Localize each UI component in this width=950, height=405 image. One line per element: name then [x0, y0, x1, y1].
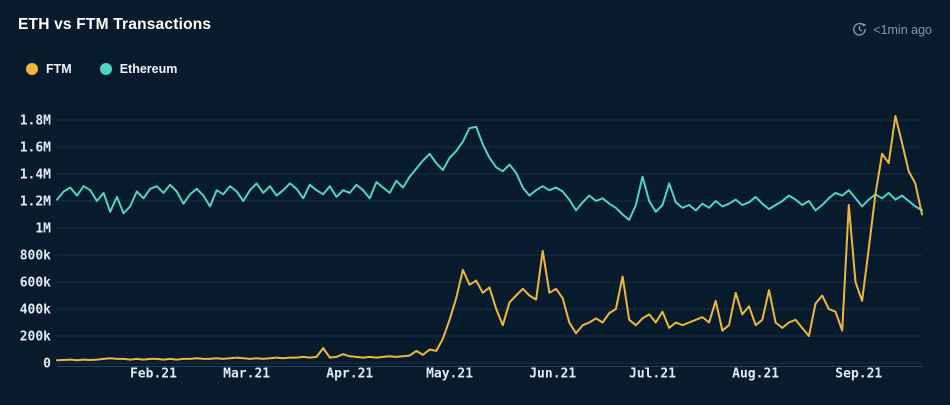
- chart-title: ETH vs FTM Transactions: [18, 16, 212, 33]
- legend: FTM Ethereum: [26, 62, 177, 76]
- plot-area[interactable]: [57, 105, 922, 367]
- y-axis-label: 1.4M: [20, 168, 51, 183]
- x-axis-label-May.21: May.21: [426, 367, 473, 382]
- legend-dot-ftm: [26, 63, 38, 75]
- x-axis-label-Sep.21: Sep.21: [835, 367, 882, 382]
- x-axis-label-Jun.21: Jun.21: [529, 367, 576, 382]
- y-axis-label: 1.6M: [20, 141, 51, 156]
- last-updated[interactable]: <1min ago: [852, 22, 932, 37]
- y-axis-label: 0: [43, 357, 51, 372]
- x-axis-label-Jul.21: Jul.21: [629, 367, 676, 382]
- series-line-ethereum: [56, 125, 923, 221]
- history-clock-icon: [853, 22, 867, 36]
- y-axis-label: 400k: [20, 303, 51, 318]
- legend-label: Ethereum: [119, 62, 178, 76]
- legend-item-ftm[interactable]: FTM: [26, 62, 72, 76]
- legend-label: FTM: [46, 62, 72, 76]
- x-axis-label-Feb.21: Feb.21: [130, 367, 177, 382]
- legend-item-ethereum[interactable]: Ethereum: [99, 62, 178, 76]
- y-axis-label: 1.2M: [20, 195, 51, 210]
- y-axis-label: 1.8M: [20, 114, 51, 129]
- y-axis-label: 600k: [20, 276, 51, 291]
- x-axis-label-Aug.21: Aug.21: [732, 367, 779, 382]
- x-axis-label-Apr.21: Apr.21: [326, 367, 373, 382]
- y-axis-label: 1M: [35, 222, 51, 237]
- series-line-ftm: [56, 115, 923, 362]
- y-axis-label: 200k: [20, 330, 51, 345]
- last-updated-text: <1min ago: [873, 22, 932, 37]
- x-axis-label-Mar.21: Mar.21: [223, 367, 270, 382]
- legend-dot-ethereum: [99, 63, 112, 75]
- y-axis-label: 800k: [20, 249, 51, 264]
